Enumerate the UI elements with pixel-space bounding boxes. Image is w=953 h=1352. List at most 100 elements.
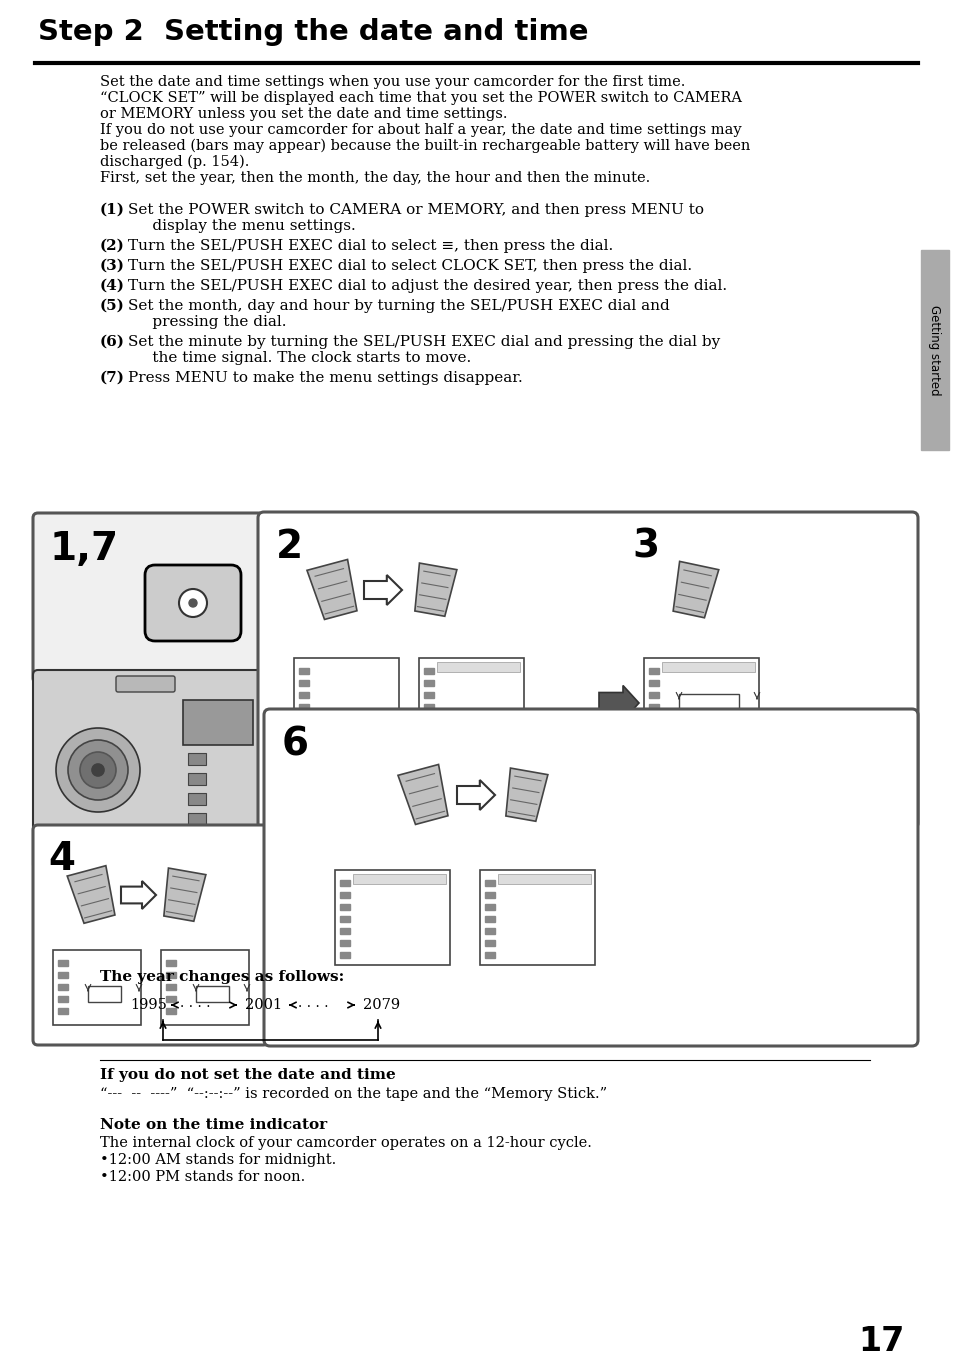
Bar: [484, 917, 495, 922]
Bar: [423, 727, 434, 734]
Text: discharged (p. 154).: discharged (p. 154).: [100, 155, 249, 169]
Text: (3): (3): [100, 260, 125, 273]
Text: Turn the SEL/PUSH EXEC dial to adjust the desired year, then press the dial.: Turn the SEL/PUSH EXEC dial to adjust th…: [128, 279, 726, 293]
Bar: [298, 680, 309, 685]
FancyBboxPatch shape: [33, 512, 263, 683]
Bar: [497, 873, 590, 884]
Text: 1,7: 1,7: [50, 530, 119, 568]
Bar: [188, 773, 206, 786]
Text: (1): (1): [100, 203, 125, 218]
FancyBboxPatch shape: [33, 825, 268, 1045]
Bar: [298, 692, 309, 698]
Text: •12:00 AM stands for midnight.: •12:00 AM stands for midnight.: [100, 1153, 335, 1167]
Bar: [436, 662, 519, 672]
Text: (6): (6): [100, 335, 125, 349]
Bar: [920, 250, 948, 450]
Text: Set the month, day and hour by turning the SEL/PUSH EXEC dial and: Set the month, day and hour by turning t…: [128, 299, 669, 314]
Bar: [648, 704, 659, 710]
Bar: [161, 950, 249, 1025]
Bar: [58, 1009, 68, 1014]
Bar: [479, 869, 595, 965]
Bar: [648, 717, 659, 722]
Text: “CLOCK SET” will be displayed each time that you set the POWER switch to CAMERA: “CLOCK SET” will be displayed each time …: [100, 91, 741, 105]
Text: · · · ·: · · · ·: [297, 1000, 328, 1014]
Bar: [648, 727, 659, 734]
Text: The internal clock of your camcorder operates on a 12-hour cycle.: The internal clock of your camcorder ope…: [100, 1136, 591, 1151]
Bar: [423, 704, 434, 710]
Bar: [53, 950, 141, 1025]
Polygon shape: [505, 768, 547, 821]
Text: (2): (2): [100, 239, 125, 253]
Polygon shape: [673, 561, 718, 618]
Text: (5): (5): [100, 299, 125, 314]
Bar: [484, 927, 495, 934]
Bar: [339, 880, 350, 886]
Bar: [166, 984, 175, 990]
Text: Turn the SEL/PUSH EXEC dial to select ≡, then press the dial.: Turn the SEL/PUSH EXEC dial to select ≡,…: [128, 239, 613, 253]
Polygon shape: [397, 764, 448, 825]
Bar: [166, 972, 175, 977]
Circle shape: [189, 599, 196, 607]
Polygon shape: [307, 560, 356, 619]
Text: •12:00 PM stands for noon.: •12:00 PM stands for noon.: [100, 1169, 305, 1184]
Text: First, set the year, then the month, the day, the hour and then the minute.: First, set the year, then the month, the…: [100, 170, 650, 185]
Bar: [339, 917, 350, 922]
Bar: [58, 984, 68, 990]
Bar: [679, 694, 739, 710]
Text: Step 2  Setting the date and time: Step 2 Setting the date and time: [38, 18, 588, 46]
Bar: [339, 892, 350, 898]
Circle shape: [56, 727, 140, 813]
Text: “---  --  ----”  “--:--:--” is recorded on the tape and the “Memory Stick.”: “--- -- ----” “--:--:--” is recorded on …: [100, 1087, 606, 1101]
Bar: [484, 940, 495, 946]
Bar: [58, 972, 68, 977]
Bar: [335, 869, 450, 965]
Bar: [195, 986, 229, 1002]
Text: If you do not set the date and time: If you do not set the date and time: [100, 1068, 395, 1082]
Text: display the menu settings.: display the menu settings.: [128, 219, 355, 233]
Bar: [484, 952, 495, 959]
Circle shape: [80, 752, 116, 788]
Bar: [188, 794, 206, 804]
Polygon shape: [164, 868, 206, 921]
Polygon shape: [364, 575, 401, 604]
Bar: [339, 927, 350, 934]
Text: 4: 4: [48, 840, 75, 877]
Text: Set the minute by turning the SEL/PUSH EXEC dial and pressing the dial by: Set the minute by turning the SEL/PUSH E…: [128, 335, 720, 349]
Text: · · · ·: · · · ·: [180, 1000, 211, 1014]
Text: or MEMORY unless you set the date and time settings.: or MEMORY unless you set the date and ti…: [100, 107, 507, 120]
Bar: [298, 668, 309, 675]
Text: be released (bars may appear) because the built-in rechargeable battery will hav: be released (bars may appear) because th…: [100, 139, 750, 153]
FancyBboxPatch shape: [145, 565, 241, 641]
Bar: [648, 680, 659, 685]
Text: the time signal. The clock starts to move.: the time signal. The clock starts to mov…: [128, 352, 471, 365]
Text: 2: 2: [275, 529, 303, 566]
Bar: [661, 662, 754, 672]
Bar: [183, 700, 253, 745]
Bar: [484, 904, 495, 910]
Bar: [648, 692, 659, 698]
FancyBboxPatch shape: [116, 676, 174, 692]
Bar: [484, 880, 495, 886]
Polygon shape: [67, 865, 114, 923]
Polygon shape: [456, 780, 495, 810]
Circle shape: [91, 764, 104, 776]
Bar: [188, 753, 206, 765]
Text: Set the POWER switch to CAMERA or MEMORY, and then press MENU to: Set the POWER switch to CAMERA or MEMORY…: [128, 203, 703, 218]
Circle shape: [179, 589, 207, 617]
FancyBboxPatch shape: [33, 671, 277, 869]
Text: 3: 3: [631, 529, 659, 566]
Text: Turn the SEL/PUSH EXEC dial to select CLOCK SET, then press the dial.: Turn the SEL/PUSH EXEC dial to select CL…: [128, 260, 691, 273]
Bar: [88, 986, 121, 1002]
Text: 6: 6: [282, 725, 309, 763]
Bar: [339, 904, 350, 910]
Text: 17: 17: [858, 1325, 904, 1352]
Bar: [643, 658, 759, 748]
Text: If you do not use your camcorder for about half a year, the date and time settin: If you do not use your camcorder for abo…: [100, 123, 740, 137]
Bar: [423, 668, 434, 675]
Bar: [188, 813, 206, 825]
Bar: [423, 692, 434, 698]
Bar: [418, 658, 523, 748]
Text: 2079: 2079: [363, 998, 399, 1013]
Bar: [298, 717, 309, 722]
Text: 1995: 1995: [130, 998, 167, 1013]
